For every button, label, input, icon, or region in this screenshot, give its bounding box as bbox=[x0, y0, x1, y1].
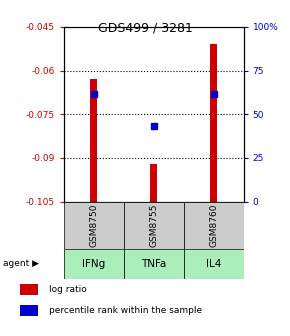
Text: GSM8755: GSM8755 bbox=[149, 203, 158, 247]
Bar bbox=[20, 284, 38, 295]
Bar bbox=[150, 164, 157, 202]
Text: log ratio: log ratio bbox=[49, 285, 86, 294]
Bar bbox=[124, 249, 184, 279]
Text: percentile rank within the sample: percentile rank within the sample bbox=[49, 306, 202, 314]
Bar bbox=[210, 44, 217, 202]
Text: IFNg: IFNg bbox=[82, 259, 105, 269]
Bar bbox=[20, 304, 38, 316]
Bar bbox=[184, 202, 244, 249]
Bar bbox=[64, 202, 124, 249]
Text: TNFa: TNFa bbox=[141, 259, 166, 269]
Text: agent ▶: agent ▶ bbox=[3, 259, 39, 268]
Bar bbox=[64, 249, 124, 279]
Bar bbox=[184, 249, 244, 279]
Text: GDS499 / 3281: GDS499 / 3281 bbox=[97, 22, 193, 35]
Text: GSM8750: GSM8750 bbox=[89, 203, 98, 247]
Text: GSM8760: GSM8760 bbox=[209, 203, 218, 247]
Bar bbox=[124, 202, 184, 249]
Text: IL4: IL4 bbox=[206, 259, 221, 269]
Bar bbox=[90, 79, 97, 202]
